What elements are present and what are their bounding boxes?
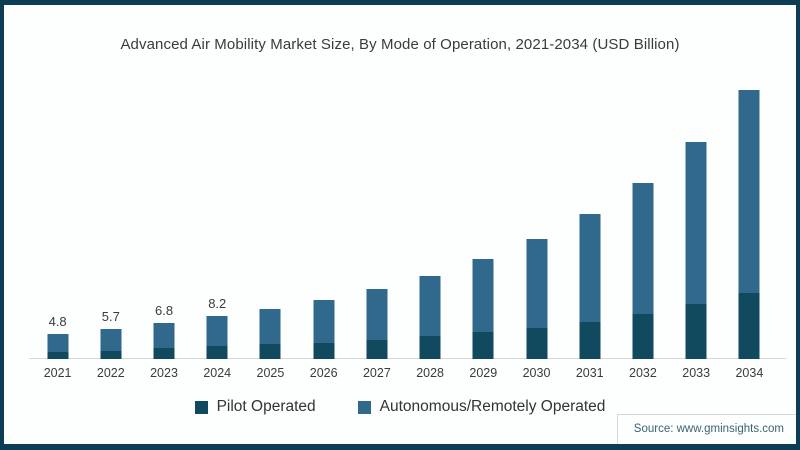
legend-label-autonomous-remotely-operated: Autonomous/Remotely Operated (379, 398, 606, 415)
bar-group-2033 (670, 5, 723, 359)
bar-total-label-2023: 6.8 (154, 303, 174, 319)
bar-2022-pilot-operated (100, 350, 122, 359)
bar-2027-autonomous-remotely-operated (366, 289, 388, 340)
x-tick-2026: 2026 (309, 366, 338, 380)
legend-item-pilot-operated: Pilot Operated (194, 398, 316, 416)
bar-group-2021: 4.8 (31, 5, 84, 359)
bar-2027-pilot-operated (366, 339, 388, 359)
legend-swatch-pilot-operated (194, 400, 208, 414)
bar-2023-pilot-operated (153, 347, 175, 359)
bar-stack-2028 (419, 276, 441, 359)
x-tick-2031: 2031 (575, 366, 604, 380)
bar-2034-pilot-operated (738, 293, 760, 359)
bar-stack-2027 (366, 289, 388, 359)
bar-stack-2021 (47, 333, 69, 359)
bar-stack-2024 (206, 315, 228, 359)
x-tick-2021: 2021 (43, 366, 72, 380)
bar-group-2026 (297, 5, 350, 359)
bar-2032-autonomous-remotely-operated (632, 182, 654, 315)
bar-group-2023: 6.8 (137, 5, 190, 359)
bar-stack-2031 (579, 214, 601, 359)
bar-2033-pilot-operated (685, 304, 707, 359)
chart-title: Advanced Air Mobility Market Size, By Mo… (120, 36, 680, 53)
bar-group-2028 (404, 5, 457, 359)
bar-group-2022: 5.7 (84, 5, 137, 359)
bar-2034-autonomous-remotely-operated (738, 89, 760, 294)
bar-group-2031 (563, 5, 616, 359)
bar-stack-2032 (632, 182, 654, 359)
bar-2025-pilot-operated (259, 344, 281, 359)
bar-2023-autonomous-remotely-operated (153, 323, 175, 348)
bar-total-label-2022: 5.7 (101, 309, 120, 325)
bar-2025-autonomous-remotely-operated (259, 309, 281, 345)
legend: Pilot Operated Autonomous/Remotely Opera… (4, 398, 796, 416)
bar-2031-autonomous-remotely-operated (579, 214, 601, 323)
bar-2024-autonomous-remotely-operated (206, 315, 228, 347)
x-tick-2032: 2032 (629, 366, 657, 380)
x-tick-2023: 2023 (150, 366, 178, 380)
bar-total-label-2021: 4.8 (48, 313, 67, 329)
bar-2028-pilot-operated (419, 335, 441, 359)
bar-stack-2029 (472, 259, 494, 359)
bar-group-2030 (510, 5, 563, 359)
bar-2032-pilot-operated (632, 314, 654, 359)
bar-stack-2033 (685, 142, 707, 359)
bar-2028-autonomous-remotely-operated (419, 276, 441, 336)
plot-area: 4.8 5.7 6.8 8.2 (31, 5, 776, 359)
bar-group-2027 (350, 5, 403, 359)
x-tick-2030: 2030 (522, 366, 551, 380)
bar-stack-2023 (153, 323, 175, 359)
x-tick-2033: 2033 (682, 366, 711, 380)
bar-2024-pilot-operated (206, 346, 228, 359)
bar-group-2029 (457, 5, 510, 359)
bar-group-2034 (723, 5, 776, 359)
x-tick-2022: 2022 (96, 366, 125, 380)
x-tick-2034: 2034 (735, 366, 764, 380)
bar-total-label-2024: 8.2 (208, 295, 227, 311)
legend-swatch-autonomous-remotely-operated (357, 400, 371, 414)
legend-label-pilot-operated: Pilot Operated (216, 398, 316, 415)
bar-group-2032 (616, 5, 669, 359)
source-attribution: Source: www.gminsights.com (616, 414, 796, 444)
bar-2030-autonomous-remotely-operated (526, 239, 548, 329)
bar-stack-2034 (738, 89, 760, 359)
bar-stack-2025 (259, 309, 281, 359)
bar-2021-pilot-operated (47, 351, 69, 359)
x-tick-2028: 2028 (416, 366, 444, 380)
bar-stack-2030 (526, 239, 548, 359)
bar-2022-autonomous-remotely-operated (100, 329, 122, 351)
x-axis-line (29, 358, 786, 359)
source-text: Source: www.gminsights.com (633, 423, 784, 435)
bar-group-2025 (244, 5, 297, 359)
bar-2031-pilot-operated (579, 322, 601, 359)
bar-2033-autonomous-remotely-operated (685, 142, 707, 305)
x-tick-2024: 2024 (203, 366, 232, 380)
bar-2026-pilot-operated (313, 342, 335, 359)
bar-stack-2022 (100, 329, 122, 359)
x-tick-2029: 2029 (469, 366, 498, 380)
bar-2029-pilot-operated (472, 332, 494, 359)
bar-group-2024: 8.2 (191, 5, 244, 359)
x-tick-2027: 2027 (362, 366, 391, 380)
bar-2021-autonomous-remotely-operated (47, 333, 69, 352)
bar-2026-autonomous-remotely-operated (313, 300, 335, 343)
x-tick-2025: 2025 (256, 366, 285, 380)
legend-item-autonomous-remotely-operated: Autonomous/Remotely Operated (357, 398, 606, 416)
bar-2030-pilot-operated (526, 328, 548, 359)
bar-stack-2026 (313, 300, 335, 359)
x-axis-ticks: 2021 2022 2023 2024 2025 2026 2027 2028 2029 2030… (31, 366, 776, 384)
bar-2029-autonomous-remotely-operated (472, 259, 494, 333)
